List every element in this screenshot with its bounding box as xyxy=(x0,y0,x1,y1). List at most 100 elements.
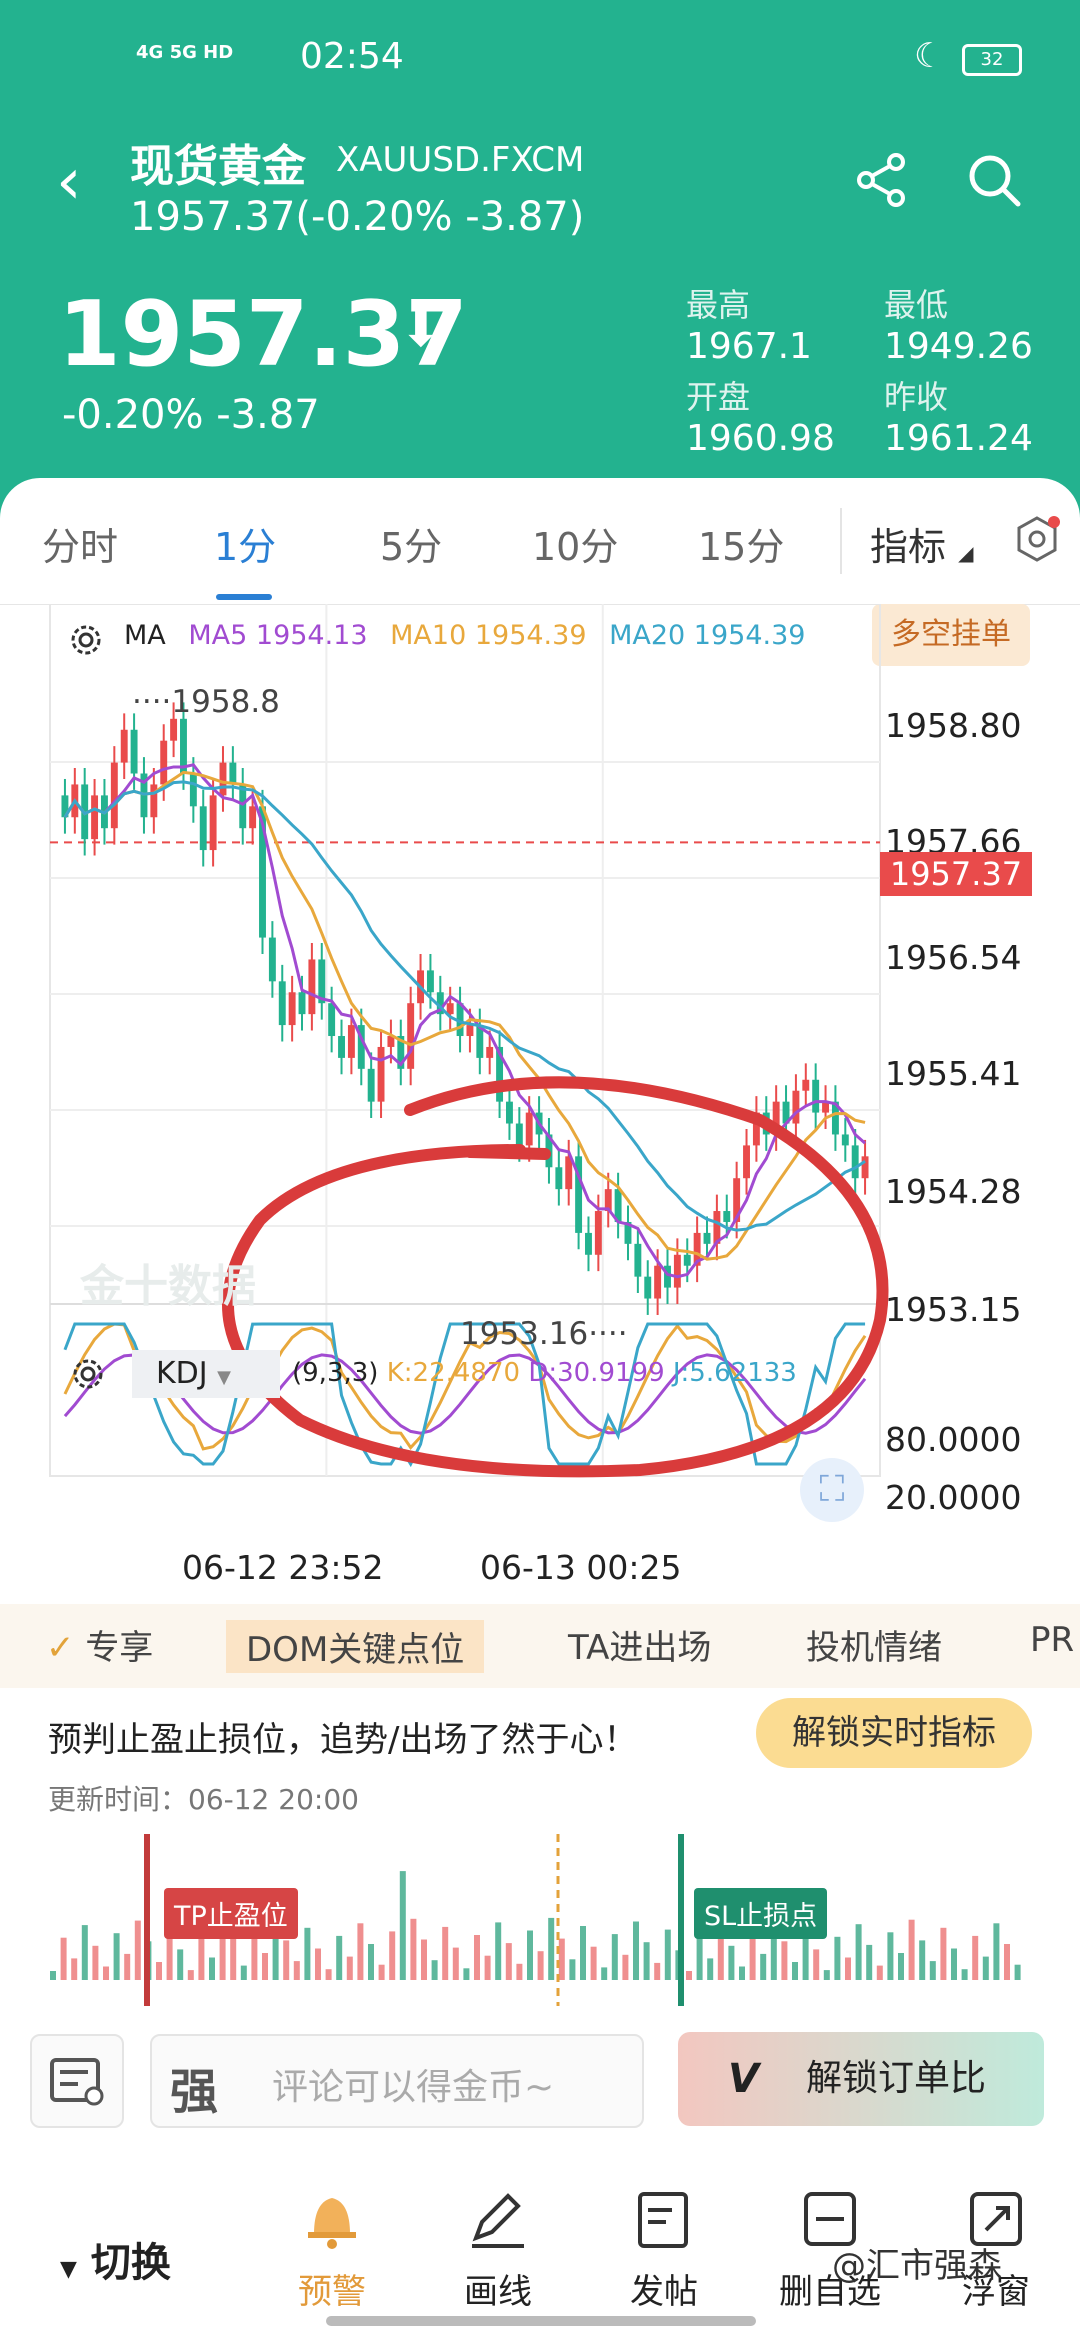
kdj-d-line xyxy=(63,1353,867,1435)
nav-alert-label: 预警 xyxy=(298,2272,366,2312)
tab-1min[interactable]: 1分 xyxy=(214,525,277,569)
candle-body xyxy=(180,718,187,774)
unlock-indicator-button[interactable]: 解锁实时指标 xyxy=(756,1698,1032,1768)
dom-bar xyxy=(134,1920,141,1980)
home-indicator[interactable] xyxy=(326,2316,756,2326)
dom-bar xyxy=(368,1944,374,1980)
tab-exclusive[interactable]: ✓ 专享 xyxy=(46,1620,153,1669)
ma20-line xyxy=(63,780,866,1232)
dom-bar xyxy=(124,1953,131,1980)
order-icon[interactable] xyxy=(30,2034,124,2128)
order-book-button[interactable]: 多空挂单 xyxy=(872,604,1030,666)
dom-bar xyxy=(484,1955,491,1980)
watermark-credit: @汇市强森 xyxy=(832,2246,1002,2286)
last-price: 1957.37 xyxy=(58,282,468,387)
nav-draw-label: 画线 xyxy=(464,2272,532,2312)
candle-body xyxy=(555,1167,563,1190)
tab-timeshare[interactable]: 分时 xyxy=(42,525,119,569)
status-time: 02:54 xyxy=(300,36,404,77)
nav-draw[interactable]: 画线 xyxy=(438,2174,558,2313)
nav-post[interactable]: 发帖 xyxy=(604,2174,724,2313)
sl-label: SL止损点 xyxy=(694,1888,828,1939)
dom-bar xyxy=(1004,1944,1010,1980)
share-icon[interactable] xyxy=(852,150,912,210)
dom-bar xyxy=(866,1944,873,1980)
gear-icon[interactable] xyxy=(64,618,108,662)
tab-dom[interactable]: DOM关键点位 xyxy=(226,1620,485,1673)
candle-body xyxy=(318,959,326,1004)
caret-icon: ◢ xyxy=(958,541,974,565)
dom-bar xyxy=(770,1920,777,1980)
tab-indicators[interactable]: 指标 ◢ xyxy=(870,516,974,571)
candle-body xyxy=(61,795,69,818)
dom-bar xyxy=(961,1969,968,1980)
dom-bar xyxy=(272,1919,279,1980)
dom-bar xyxy=(516,1963,523,1980)
tab-10min[interactable]: 10分 xyxy=(532,525,619,569)
dom-bar xyxy=(940,1927,947,1980)
dom-bar xyxy=(951,1948,957,1980)
dom-bar xyxy=(876,1965,883,1980)
settings-icon[interactable] xyxy=(1012,514,1062,564)
timeframe-tabs: 分时 1分 5分 10分 15分 指标 ◢ xyxy=(0,478,1080,605)
triangle-down-icon: ▼ xyxy=(60,2257,77,2282)
kdj-values: (9,3,3) K:22.4870 D:30.9199 J:5.62133 xyxy=(292,1358,797,1388)
candle-body xyxy=(703,1232,711,1244)
dom-bar xyxy=(495,1922,502,1980)
tab-ta[interactable]: TA进出场 xyxy=(568,1628,712,1668)
nav-float[interactable]: 浮窗 xyxy=(936,2174,1056,2313)
candlestick-chart[interactable] xyxy=(0,604,1080,1604)
dom-bar xyxy=(823,1970,830,1980)
dom-bar xyxy=(452,1947,459,1980)
fullscreen-icon[interactable]: ⛶ xyxy=(800,1458,864,1522)
candle-body xyxy=(268,937,276,982)
tab-pr[interactable]: PR xyxy=(1030,1620,1075,1660)
kdj-k-line xyxy=(63,1322,867,1451)
candle-body xyxy=(505,1101,513,1124)
dom-bar xyxy=(463,1968,470,1980)
vip-icon: V xyxy=(728,2056,759,2102)
kdj-gear-icon[interactable] xyxy=(66,1352,110,1396)
unlock-order-ratio-button[interactable]: V 解锁订单比 xyxy=(678,2032,1044,2126)
tab-divider xyxy=(840,508,842,574)
tab-15min[interactable]: 15分 xyxy=(698,525,785,569)
update-time: 更新时间：06-12 20:00 xyxy=(48,1783,359,1816)
ma-legend: MA MA5 1954.13 MA10 1954.39 MA20 1954.39 xyxy=(124,620,819,651)
strong-icon: 强 xyxy=(170,2064,219,2120)
dom-bar xyxy=(569,1959,576,1980)
stat-low-value: 1949.26 xyxy=(884,326,1033,367)
nav-remove-watchlist[interactable]: 删自选 xyxy=(770,2174,890,2313)
watermark: 金十数据 xyxy=(80,1261,256,1312)
arrow-down-icon: ⬇ xyxy=(400,300,442,358)
search-icon[interactable] xyxy=(964,150,1024,210)
tab-5min[interactable]: 5分 xyxy=(380,525,443,569)
dom-bar xyxy=(908,1919,915,1980)
nav-alert[interactable]: 预警 xyxy=(272,2174,392,2313)
dom-bar xyxy=(686,1971,692,1980)
candle-body xyxy=(782,1101,790,1124)
price-tick: 1955.41 xyxy=(885,1054,1022,1093)
indicator-select[interactable]: KDJ ▼ xyxy=(132,1350,280,1398)
comment-input[interactable]: 强 评论可以得金币~ xyxy=(150,2034,644,2128)
candle-body xyxy=(328,1003,336,1037)
low-annotation: 1953.16···· xyxy=(460,1316,628,1352)
dom-bar xyxy=(696,1937,703,1980)
candle-body xyxy=(249,806,257,829)
candle-body xyxy=(239,784,247,829)
dom-bar xyxy=(760,1953,767,1980)
switch-label: 切换 xyxy=(90,2240,171,2286)
hand-drawn-stroke xyxy=(464,1146,551,1160)
signal-icon: 4G 5G HD xyxy=(136,42,234,63)
float-window-icon xyxy=(970,2192,1022,2246)
back-icon[interactable]: ‹ xyxy=(56,145,82,219)
candle-body xyxy=(614,1189,622,1222)
low-value: 1953.16 xyxy=(460,1316,589,1352)
candle-body xyxy=(357,1025,365,1069)
candle-body xyxy=(861,1156,869,1179)
candle-body xyxy=(229,762,237,785)
ma10-label: MA10 1954.39 xyxy=(390,620,587,651)
switch-button[interactable]: ▼ 切换 xyxy=(60,2230,171,2288)
candle-body xyxy=(466,1025,474,1037)
tab-sentiment[interactable]: 投机情绪 xyxy=(806,1628,942,1668)
dom-bar xyxy=(813,1949,820,1980)
